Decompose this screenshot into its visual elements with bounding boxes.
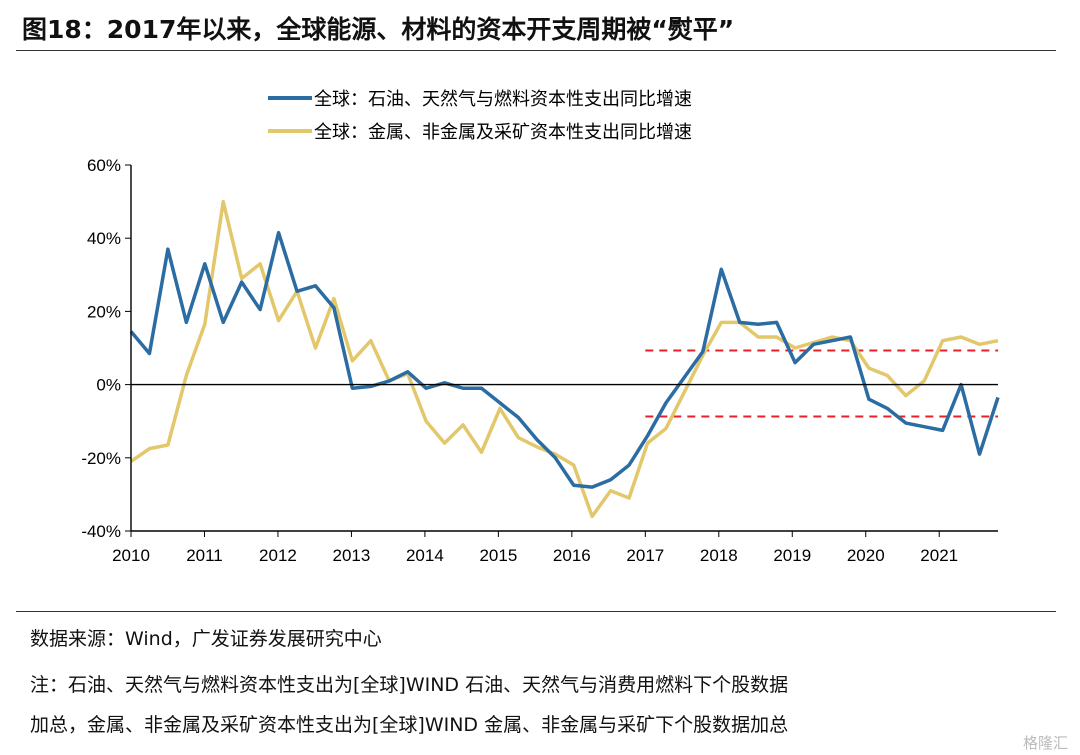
axis-ticks: -40% -20% 0% 20% 40% 60% 2010 2011 2012 2013 2014 2…	[81, 156, 958, 565]
legend-label: 全球：金属、非金属及采矿资本性支出同比增速	[314, 122, 692, 143]
y-tick-label: -20%	[81, 449, 121, 468]
x-tick-label: 2016	[553, 546, 591, 565]
x-tick-label: 2014	[406, 546, 444, 565]
x-tick-label: 2010	[112, 546, 150, 565]
axes	[130, 165, 998, 532]
y-tick-label: 60%	[87, 156, 121, 175]
series-line-0	[129, 230, 1000, 489]
note-line-1: 注：石油、天然气与燃料资本性支出为[全球]WIND 石油、天然气与消费用燃料下个…	[30, 674, 789, 696]
y-tick-label: -40%	[81, 522, 121, 541]
y-tick-label: 40%	[87, 229, 121, 248]
x-tick-label: 2018	[700, 546, 738, 565]
watermark-logo: 格隆汇	[1022, 734, 1068, 752]
figure-title: 图18：2017年以来，全球能源、材料的资本开支周期被“熨平”	[22, 15, 735, 44]
x-tick-label: 2015	[479, 546, 517, 565]
x-tick-label: 2013	[333, 546, 371, 565]
x-tick-label: 2019	[773, 546, 811, 565]
x-tick-label: 2012	[259, 546, 297, 565]
line-chart: 全球：石油、天然气与燃料资本性支出同比增速全球：金属、非金属及采矿资本性支出同比…	[81, 89, 1000, 565]
top-rule	[16, 50, 1056, 51]
series-lines	[129, 199, 1000, 519]
bottom-rule	[16, 611, 1056, 612]
legend-label: 全球：石油、天然气与燃料资本性支出同比增速	[314, 89, 692, 110]
x-tick-label: 2017	[626, 546, 664, 565]
x-tick-label: 2020	[847, 546, 885, 565]
note-line-2: 加总，金属、非金属及采矿资本性支出为[全球]WIND 金属、非金属与采矿下个股数…	[30, 714, 789, 736]
y-tick-label: 0%	[96, 376, 121, 395]
x-tick-label: 2021	[920, 546, 958, 565]
chart-legend: 全球：石油、天然气与燃料资本性支出同比增速全球：金属、非金属及采矿资本性支出同比…	[268, 89, 692, 143]
y-tick-label: 20%	[87, 302, 121, 321]
x-tick-label: 2011	[186, 546, 223, 565]
source-text: 数据来源：Wind，广发证券发展研究中心	[30, 628, 382, 650]
